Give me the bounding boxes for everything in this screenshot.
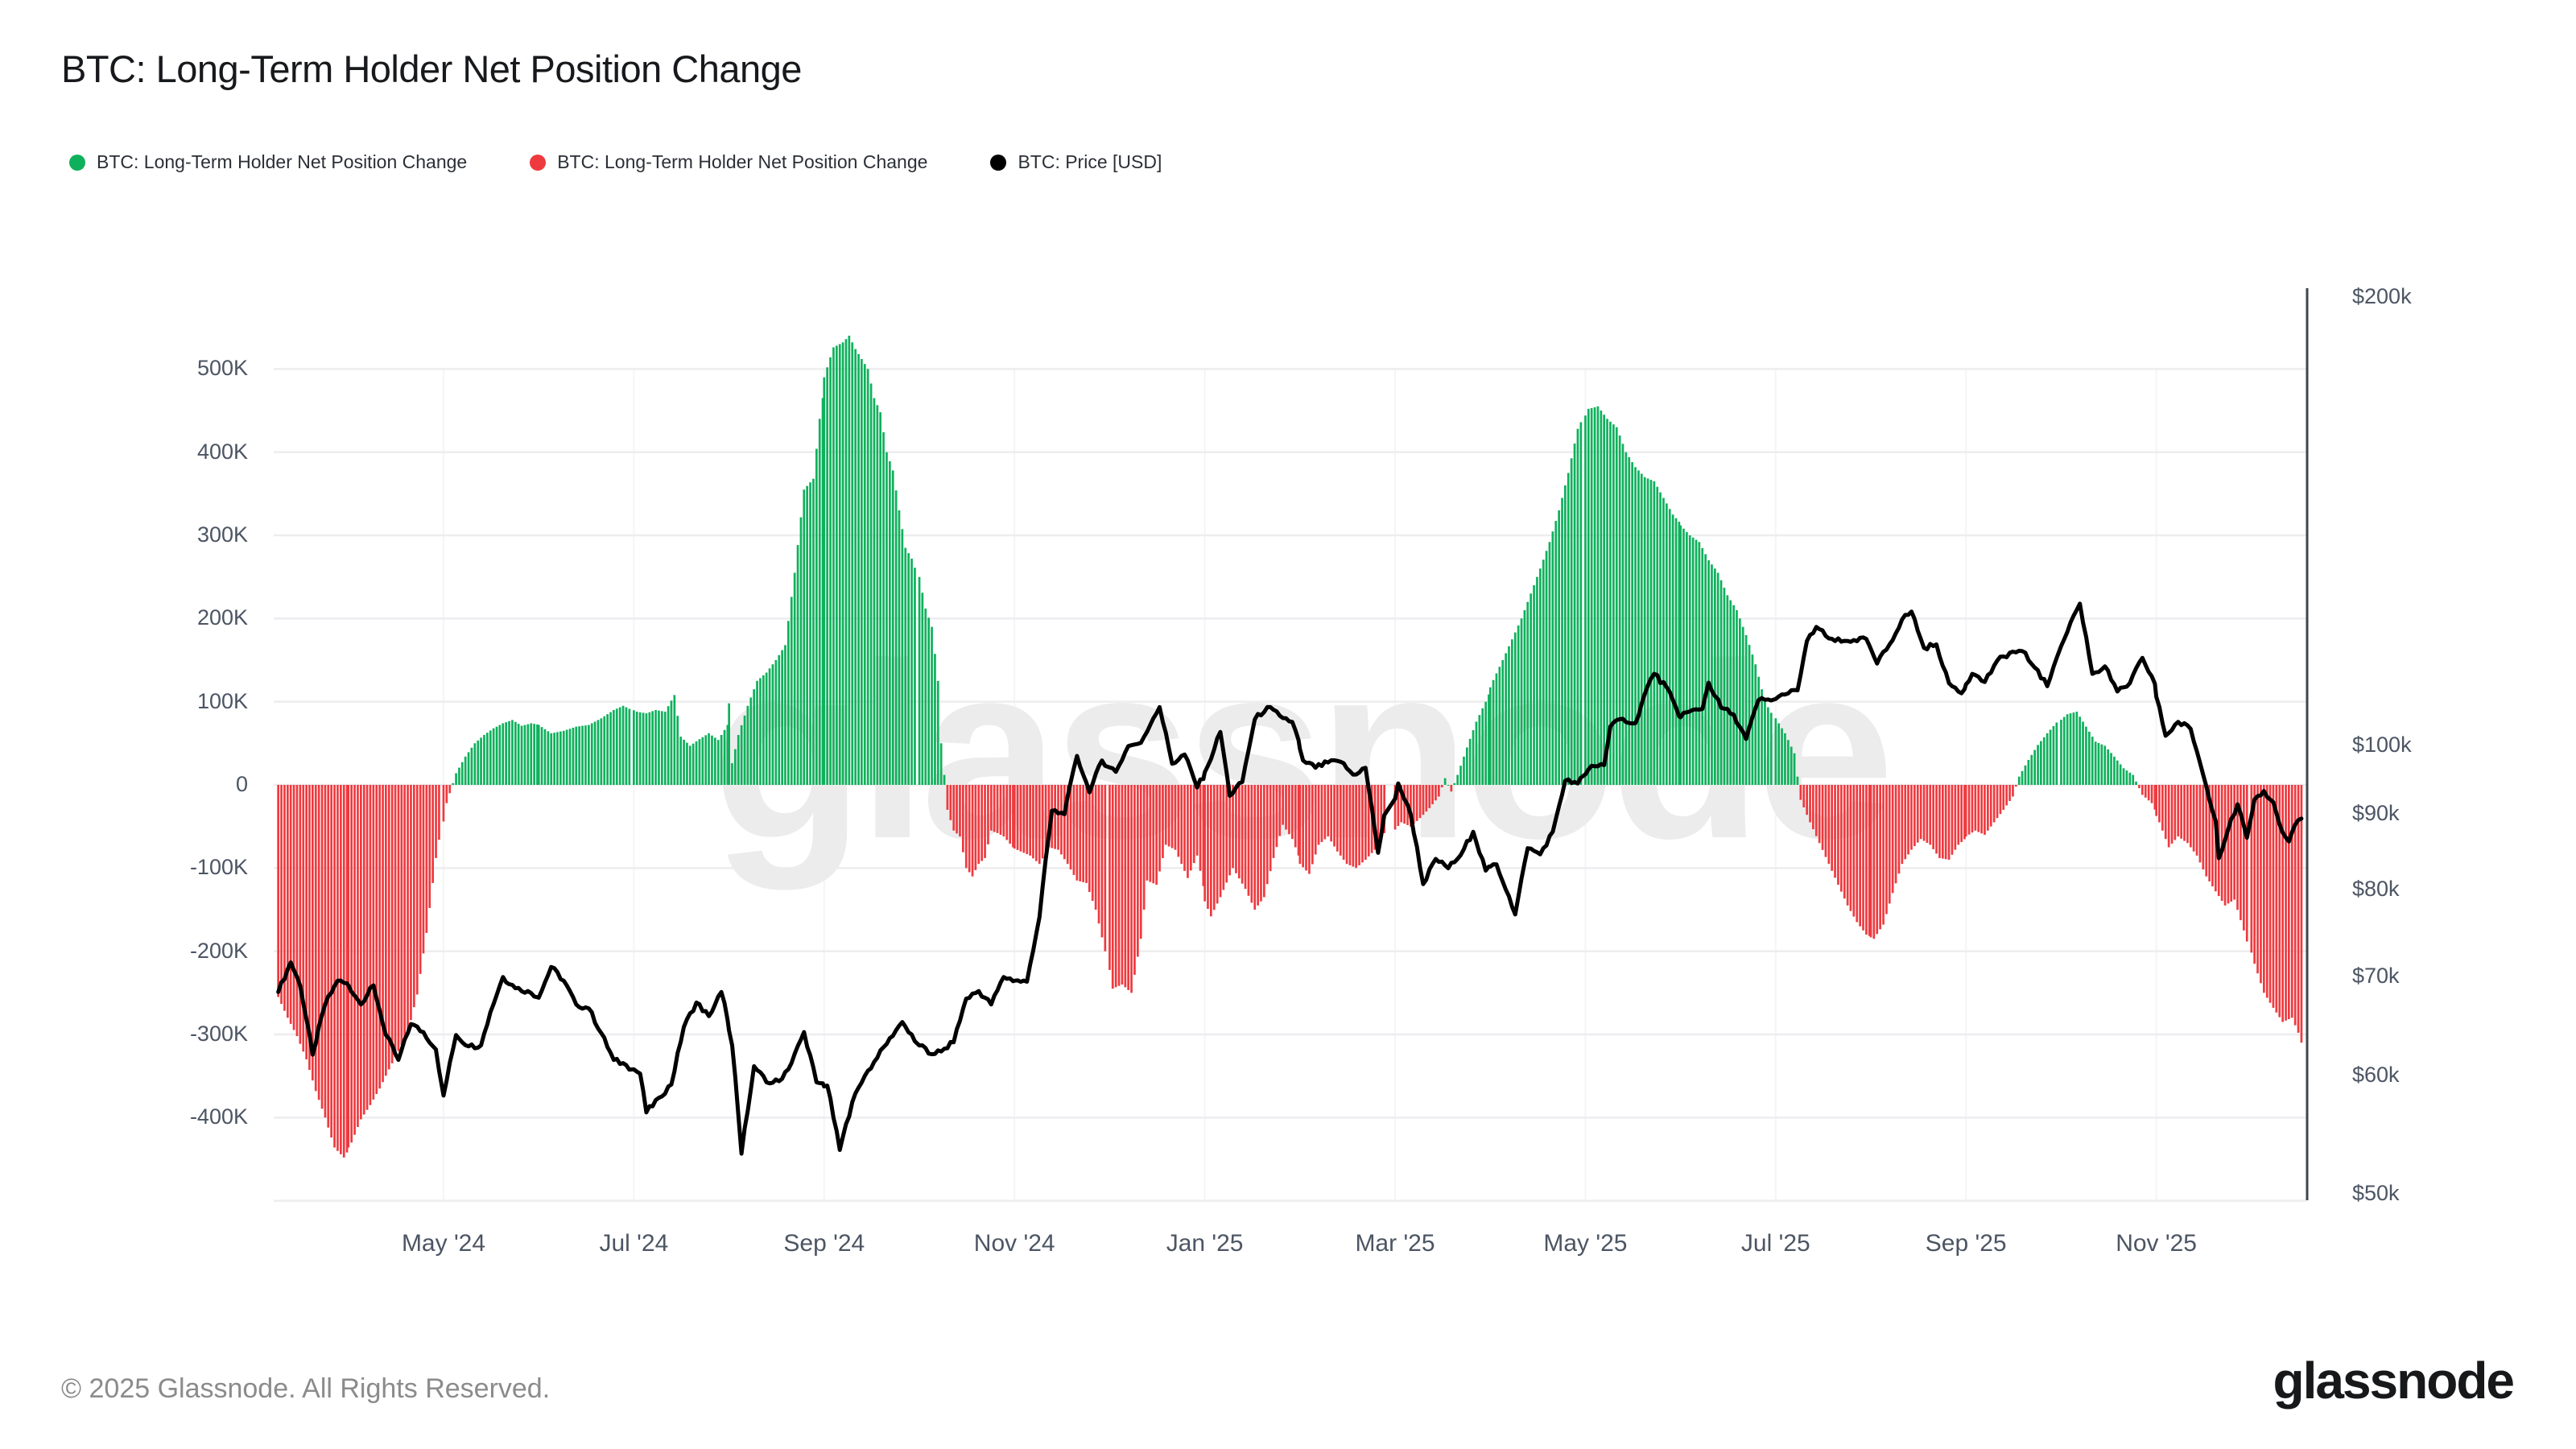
left-axis-tick-label: 200K [196,605,248,630]
legend-item-1[interactable]: BTC: Long-Term Holder Net Position Chang… [530,151,927,173]
legend-label: BTC: Long-Term Holder Net Position Chang… [557,151,928,172]
copyright: © 2025 Glassnode. All Rights Reserved. [61,1373,551,1404]
legend-label: BTC: Long-Term Holder Net Position Chang… [97,151,468,172]
x-axis-tick-label: Sep '25 [1925,1230,2007,1257]
left-axis-tick-label: 400K [196,439,248,464]
x-axis-tick-label: May '24 [401,1230,486,1257]
left-axis-tick-label: 100K [196,688,248,713]
legend: BTC: Long-Term Holder Net Position Chang… [69,151,1162,173]
legend-dot [530,154,547,171]
x-axis-tick-label: Jul '24 [599,1230,669,1257]
legend-label: BTC: Price [USD] [1018,151,1162,172]
glassnode-logo: glassnode [2273,1352,2515,1410]
x-axis-tick-label: May '25 [1543,1230,1628,1257]
x-axis-tick-label: Jan '25 [1166,1230,1244,1257]
legend-item-2[interactable]: BTC: Price [USD] [990,151,1162,173]
right-axis-tick-label: $90k [2352,800,2400,825]
left-axis-tick-label: -100K [189,855,248,880]
legend-dot [69,154,85,171]
left-axis-tick-label: -300K [189,1021,248,1046]
x-axis-tick-label: Sep '24 [783,1230,865,1257]
right-axis-tick-label: $200k [2352,284,2412,309]
x-axis-tick-label: Mar '25 [1355,1230,1435,1257]
left-axis-tick-label: 0 [235,772,248,796]
x-axis-tick-label: Jul '25 [1740,1230,1810,1257]
left-axis-tick-label: -400K [189,1104,248,1129]
page-title: BTC: Long-Term Holder Net Position Chang… [61,47,802,90]
x-axis-tick-label: Nov '24 [973,1230,1055,1257]
right-axis-tick-label: $50k [2352,1180,2400,1205]
legend-dot [990,154,1007,171]
right-axis-tick-label: $80k [2352,877,2400,902]
right-axis-tick-label: $100k [2352,733,2412,757]
left-axis-tick-label: -200K [189,938,248,963]
legend-item-0[interactable]: BTC: Long-Term Holder Net Position Chang… [69,151,467,173]
left-axis-tick-label: 500K [196,356,248,381]
net-position-bars [277,336,2303,1158]
right-axis-tick-label: $70k [2352,963,2400,988]
x-axis-tick-label: Nov '25 [2116,1230,2197,1257]
btc-price-line [276,601,2304,1156]
right-axis-tick-label: $60k [2352,1063,2400,1088]
left-axis-tick-label: 300K [196,522,248,547]
